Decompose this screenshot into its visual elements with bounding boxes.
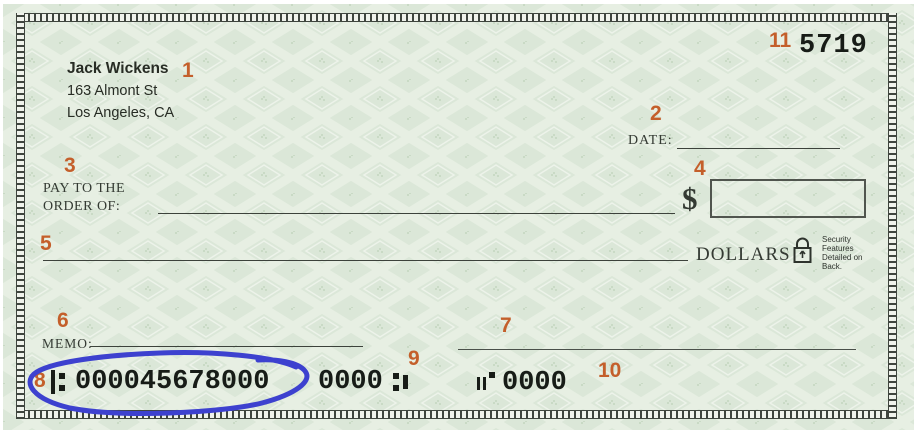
payer-address-line2: Los Angeles, CA <box>67 105 175 121</box>
payee-line[interactable] <box>158 213 675 214</box>
amount-words-line[interactable] <box>43 260 688 261</box>
dollars-label: DOLLARS <box>696 244 791 265</box>
annotation-9: 9 <box>408 347 420 370</box>
dollar-sign: $ <box>682 181 698 216</box>
payer-name: Jack Wickens <box>67 60 169 77</box>
payer-address-line1: 163 Almont St <box>67 83 158 99</box>
lock-icon <box>793 237 812 263</box>
annotation-10: 10 <box>598 359 622 382</box>
micr-account-group: 0000 <box>318 366 408 397</box>
pay-to-label-line1: PAY TO THE <box>43 181 126 196</box>
micr-routing-number: 000045678000 <box>75 366 270 397</box>
micr-transit-dots-right <box>392 373 399 391</box>
annotation-2: 2 <box>650 102 662 125</box>
border-frame-bottom <box>16 410 897 419</box>
memo-label: MEMO: <box>42 336 93 351</box>
annotation-5: 5 <box>40 232 52 255</box>
micr-routing-group: 000045678000 <box>51 366 270 397</box>
micr-check-number-group: 0000 <box>477 367 567 398</box>
annotation-4: 4 <box>694 157 706 180</box>
annotation-3: 3 <box>64 154 76 177</box>
pay-to-label-line2: ORDER OF: <box>43 199 121 214</box>
annotation-7: 7 <box>500 314 512 337</box>
micr-onus-symbol <box>477 371 495 395</box>
annotation-1: 1 <box>182 59 194 82</box>
signature-line[interactable] <box>458 349 856 350</box>
micr-transit-dots <box>59 373 65 391</box>
amount-box[interactable] <box>710 179 866 218</box>
border-frame-top <box>16 13 897 22</box>
annotation-6: 6 <box>57 309 69 332</box>
border-frame-left <box>16 13 25 419</box>
annotation-8: 8 <box>34 369 46 392</box>
micr-account-number: 0000 <box>318 366 383 397</box>
date-line[interactable] <box>677 148 840 149</box>
micr-check-number: 0000 <box>502 367 567 398</box>
border-frame-right <box>888 13 897 419</box>
annotation-11: 11 <box>769 29 792 52</box>
micr-transit-symbol-left <box>51 370 55 394</box>
check-number: 5719 <box>799 31 868 61</box>
memo-line[interactable] <box>90 346 363 347</box>
security-note: Security Features Detailed on Back. <box>822 235 863 271</box>
payer-info-block: Jack Wickens 163 Almont St Los Angeles, … <box>67 58 174 124</box>
date-label: DATE: <box>628 133 673 148</box>
micr-transit-symbol-right <box>402 375 408 389</box>
